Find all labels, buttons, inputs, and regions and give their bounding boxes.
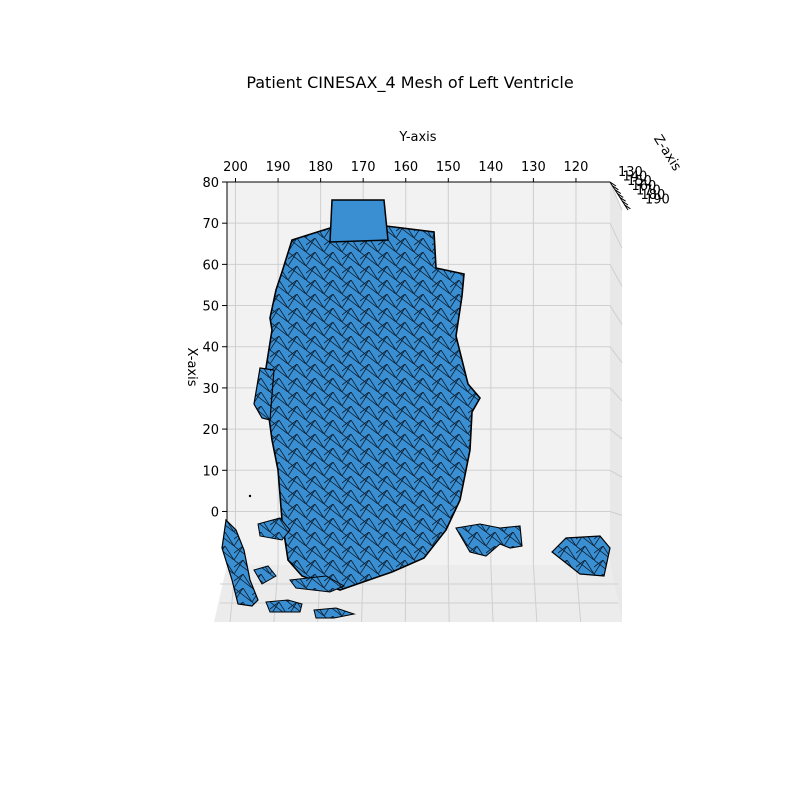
x-side-grid-line — [609, 346, 623, 363]
chart-title: Patient CINESAX_4 Mesh of Left Ventricle — [246, 73, 573, 93]
z-axis-line — [609, 181, 629, 211]
x-tick-label: 60 — [202, 258, 219, 273]
mesh-bottom-strip-2 — [265, 599, 303, 613]
x-tick-label: 80 — [202, 176, 219, 191]
mesh-lower-right-patch — [455, 523, 523, 557]
y-tick-label: 160 — [393, 160, 418, 175]
x-side-grid-line — [609, 264, 623, 287]
axis-lines — [226, 181, 629, 565]
mesh-left-step — [257, 517, 291, 541]
y-tick-label: 150 — [436, 160, 461, 175]
y-tick-label: 170 — [351, 160, 376, 175]
mesh-bottom-strip-1 — [289, 575, 346, 593]
x-side-grid-line — [609, 469, 623, 478]
z-tick-label: 160 — [632, 179, 657, 194]
x-tick-label: 40 — [202, 341, 219, 356]
z-axis-label: Z-axis — [650, 132, 684, 174]
x-side-grid-line — [609, 181, 623, 211]
z-tick-label: 180 — [641, 188, 666, 203]
z-tick-label: 130 — [618, 165, 643, 180]
x-tick-label: 30 — [202, 382, 219, 397]
x-tick-label: 20 — [202, 423, 219, 438]
x-tick-label: 50 — [202, 300, 219, 315]
y-floor-grid-line — [575, 564, 582, 623]
mesh-top-plateau — [329, 199, 389, 243]
y-floor-grid-line — [532, 564, 538, 623]
z-tick-label: 140 — [623, 170, 648, 185]
y-tick-label: 200 — [223, 160, 248, 175]
y-tick-label: 190 — [266, 160, 291, 175]
z-tick-label: 190 — [645, 193, 670, 208]
mesh-left-lobe — [253, 367, 275, 421]
x-side-grid-line — [609, 222, 623, 249]
y-axis-label: Y-axis — [398, 130, 436, 145]
floor-pane — [214, 565, 622, 622]
x-side-grid-line — [609, 387, 623, 402]
mesh-right-fragment — [551, 535, 611, 577]
x-side-grid-line — [609, 428, 623, 440]
y-floor-grid-line — [490, 564, 494, 623]
x-tick-label: 70 — [202, 217, 219, 232]
mesh-bottom-strip-3 — [313, 607, 356, 619]
x-axis-label: X-axis — [184, 348, 199, 387]
x-tick-label: 0 — [211, 505, 219, 520]
y-tick-label: 140 — [478, 160, 503, 175]
y-tick-label: 120 — [564, 160, 589, 175]
z-tick-label: 170 — [636, 183, 661, 198]
mesh-small-bit — [253, 565, 277, 585]
mesh-main-body — [263, 225, 481, 591]
y-floor-grid-line — [447, 564, 450, 623]
x-side-grid-line — [609, 510, 623, 516]
mesh-left-fragment — [221, 518, 259, 607]
tick-labels: 200 190 180 170 160 150 140 130 1200102030405060… — [202, 160, 669, 520]
x-tick-label: 10 — [202, 464, 219, 479]
x-side-grid-line — [609, 305, 623, 325]
ventricle-mesh — [221, 199, 611, 619]
right-pane — [610, 182, 622, 622]
mesh-dot — [248, 494, 252, 498]
y-tick-label: 180 — [308, 160, 333, 175]
z-tick-label: 150 — [627, 174, 652, 189]
y-tick-label: 130 — [521, 160, 546, 175]
